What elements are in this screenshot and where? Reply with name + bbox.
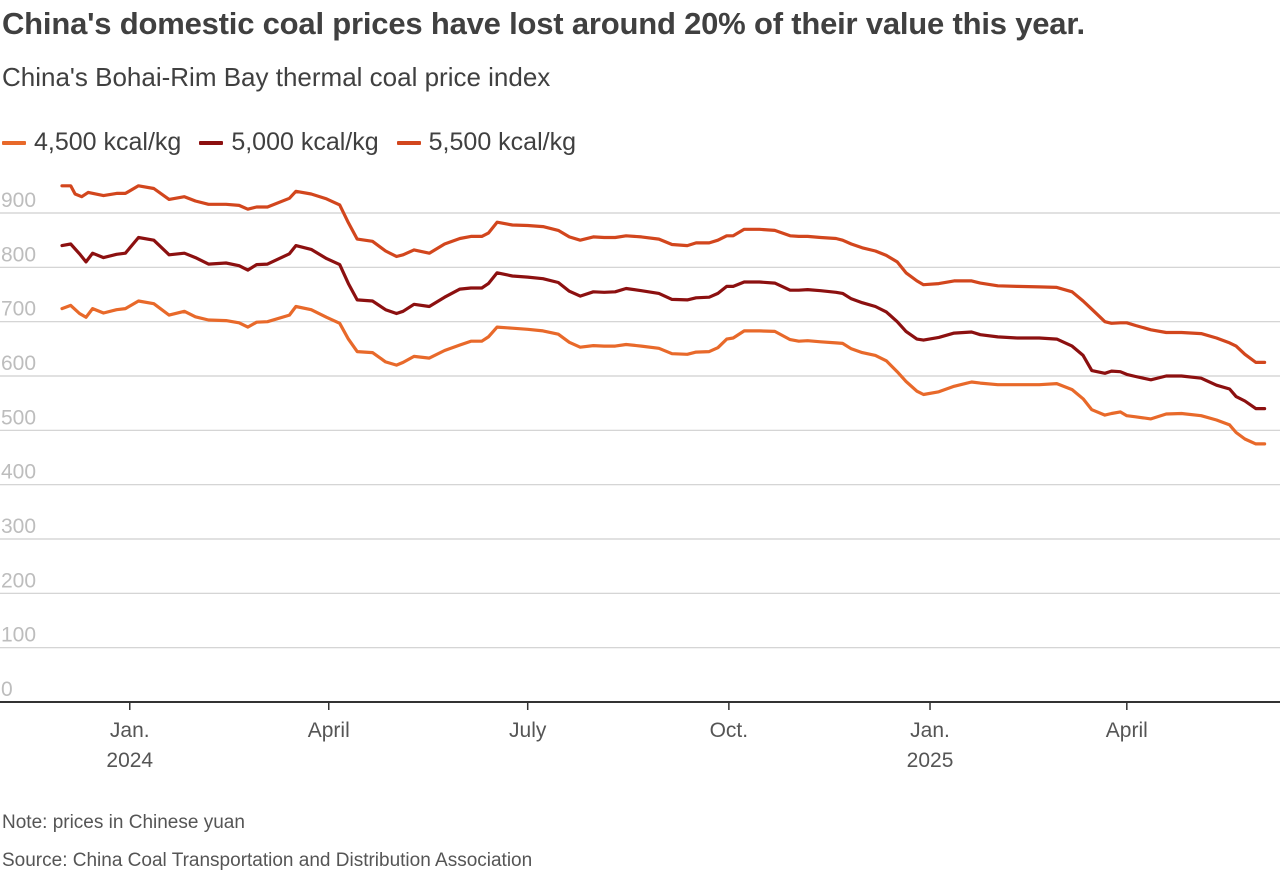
- x-tick-year-label: 2025: [907, 749, 954, 772]
- legend-label-4500: 4,500 kcal/kg: [34, 128, 182, 156]
- x-tick-label: April: [308, 719, 350, 742]
- legend-item-5500: 5,500 kcal/kg: [396, 128, 576, 157]
- legend-label-5500: 5,500 kcal/kg: [428, 128, 576, 156]
- legend-item-5000: 5,000 kcal/kg: [199, 128, 379, 157]
- y-tick-label-200: 200: [1, 569, 36, 592]
- line-chart: 900 800 700 600 500 400 300 200 100 0 Jan. 2024 Apr…: [0, 184, 1280, 772]
- chart-subtitle: China's Bohai-Rim Bay thermal coal price…: [2, 62, 551, 92]
- y-tick-label-100: 100: [1, 624, 36, 647]
- x-tick-label: April: [1106, 719, 1148, 742]
- series-line-4500: [60, 299, 1267, 446]
- legend-item-4500: 4,500 kcal/kg: [2, 128, 181, 157]
- chart-title: China's domestic coal prices have lost a…: [2, 6, 1085, 41]
- x-tick-year-label: 2024: [106, 749, 153, 772]
- y-tick-label-0: 0: [1, 678, 13, 701]
- x-tick-label: Oct.: [710, 719, 749, 742]
- series-line-5500: [60, 184, 1267, 364]
- series-lines: [60, 184, 1267, 446]
- y-tick-label-500: 500: [1, 406, 36, 429]
- legend-label-5000: 5,000 kcal/kg: [231, 128, 379, 156]
- gridlines: [0, 212, 1280, 703]
- legend-swatch-5000: [199, 140, 224, 145]
- chart-note: Note: prices in Chinese yuan: [2, 812, 245, 833]
- series-line-5000: [60, 235, 1267, 411]
- legend-swatch-4500: [2, 140, 26, 145]
- y-axis-ticks: 900 800 700 600 500 400 300 200 100 0: [1, 189, 36, 701]
- y-tick-label-600: 600: [1, 352, 36, 375]
- y-tick-label-900: 900: [1, 189, 36, 212]
- chart-source: Source: China Coal Transportation and Di…: [2, 850, 533, 871]
- y-tick-label-800: 800: [1, 243, 36, 266]
- chart-legend: 4,500 kcal/kg 5,000 kcal/kg 5,500 kcal/k…: [2, 128, 576, 157]
- legend-swatch-5500: [396, 140, 421, 145]
- x-tick-label: July: [509, 719, 547, 742]
- y-tick-label-300: 300: [1, 515, 36, 538]
- x-tick-label: Jan.: [110, 719, 150, 742]
- y-tick-label-700: 700: [1, 298, 36, 321]
- x-tick-label: Jan.: [910, 719, 950, 742]
- x-axis-ticks: Jan. 2024 April July Oct. Jan. 2025 April: [106, 702, 1148, 772]
- y-tick-label-400: 400: [1, 461, 36, 484]
